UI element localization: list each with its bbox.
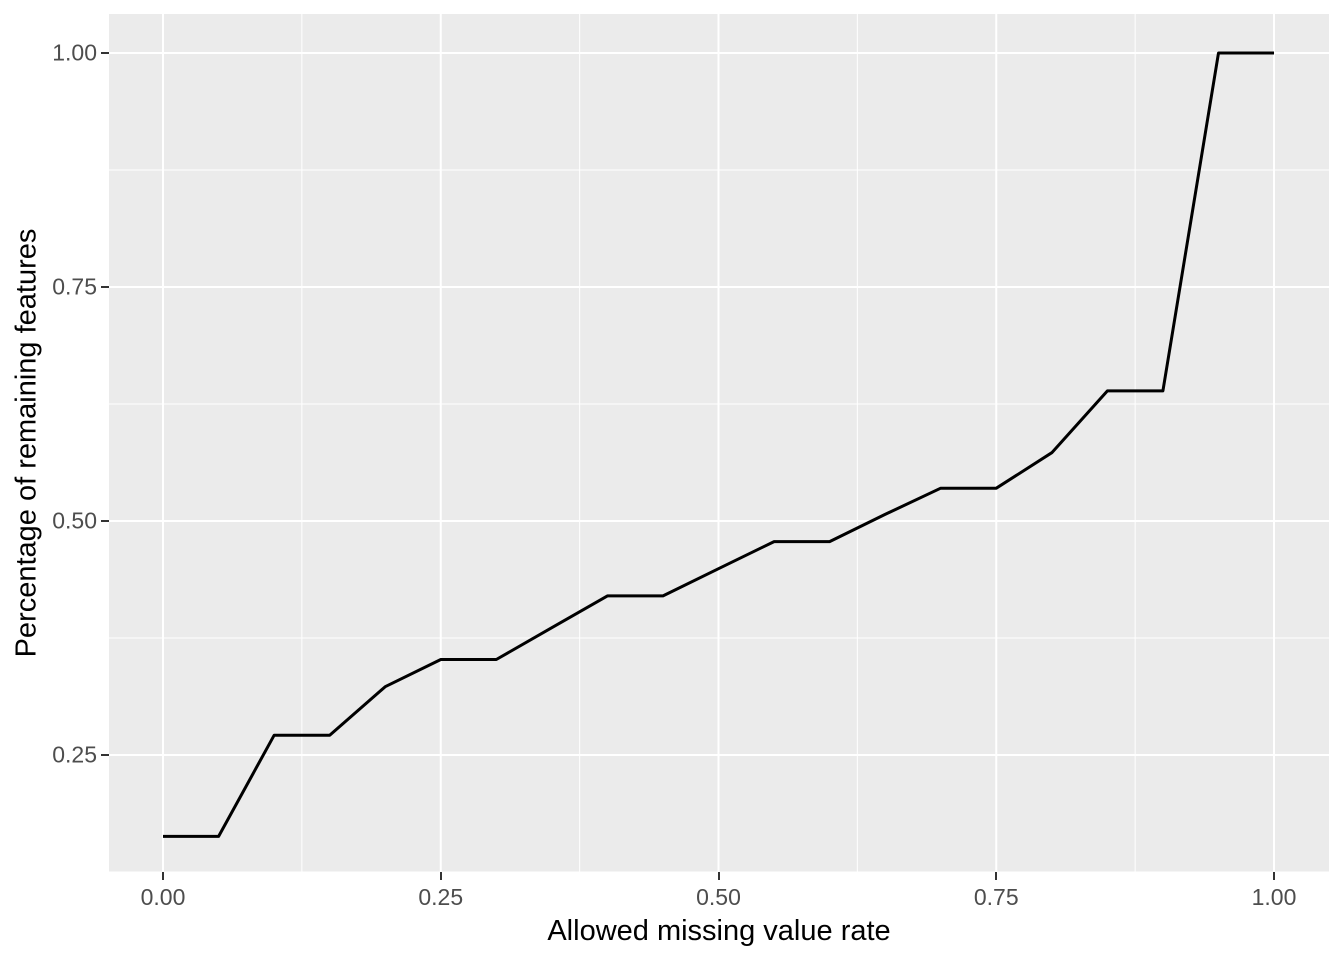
x-tick-label: 0.50 — [696, 884, 741, 910]
y-tick-label: 0.25 — [52, 741, 97, 768]
x-tick-label: 0.00 — [140, 884, 186, 910]
x-tick-mark — [439, 872, 442, 880]
x-tick-mark — [717, 872, 720, 880]
x-axis-title: Allowed missing value rate — [547, 915, 891, 947]
y-axis-title: Percentage of remaining features — [10, 228, 43, 658]
data-line — [163, 51, 1274, 838]
x-tick-mark — [162, 872, 164, 880]
x-tick-mark — [995, 872, 998, 880]
y-tick-label: 0.50 — [52, 507, 97, 534]
x-tick-label: 1.00 — [1251, 884, 1297, 910]
chart-canvas — [109, 14, 1329, 872]
y-tick-mark — [101, 754, 109, 756]
x-tick-label: 0.25 — [418, 884, 464, 910]
y-tick-mark — [101, 520, 109, 522]
x-tick-mark — [1273, 872, 1275, 880]
y-tick-label: 1.00 — [52, 39, 97, 66]
y-tick-label: 0.75 — [52, 273, 97, 300]
x-tick-label: 0.75 — [973, 884, 1019, 910]
y-tick-mark — [101, 286, 109, 288]
plot-panel — [109, 14, 1329, 872]
y-tick-mark — [101, 52, 109, 54]
